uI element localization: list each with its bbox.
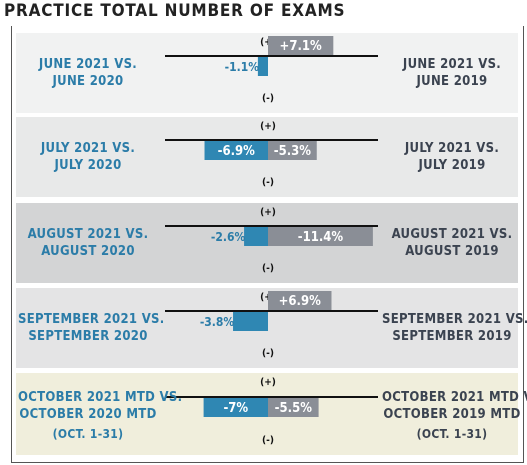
label-line: SEPTEMBER 2019 [392,329,512,344]
data-label-vs-prior-year: -1.1% [225,60,260,74]
row-label-vs-2019: SEPTEMBER 2021 VS. SEPTEMBER 2019 [382,311,527,345]
label-line: OCTOBER 2020 MTD [19,406,157,422]
data-label-vs-prior-year: -7% [223,401,248,416]
label-line: SEPTEMBER 2020 [28,329,148,344]
label-line: OCTOBER 2021 MTD VS. [18,389,183,405]
row-label-vs-prior-year: SEPTEMBER 2021 VS. SEPTEMBER 2020 [18,311,165,345]
label-line: JUNE 2021 VS. [402,57,502,72]
label-line: JULY 2020 [54,158,122,173]
chart-frame [11,26,524,463]
bar-vs-prior-year [233,311,268,331]
axis-minus-symbol: (-) [262,348,274,359]
label-line: JUNE 2020 [52,74,124,89]
label-line: SEPTEMBER 2021 VS. [18,312,165,327]
label-line: (OCT. 1-31) [52,426,124,441]
row-label-vs-2019: AUGUST 2021 VS. AUGUST 2019 [382,226,522,260]
axis-plus-symbol: (+) [260,207,276,218]
axis-minus-symbol: (-) [262,93,274,104]
bar-vs-2019 [268,397,319,417]
row-label-vs-prior-year: JUNE 2021 VS. JUNE 2020 [18,56,158,90]
axis-minus-symbol: (-) [262,435,274,446]
chart-title: PRACTICE TOTAL NUMBER OF EXAMS [4,1,346,21]
row-label-vs-prior-year: OCTOBER 2021 MTD VS. OCTOBER 2020 MTD (OCT… [18,389,183,443]
data-label-vs-2019: -5.5% [275,401,313,416]
axis-plus-symbol: (+) [260,377,276,388]
bar-vs-prior-year [203,397,268,417]
row-label-vs-2019: JULY 2021 VS. JULY 2019 [382,140,522,174]
data-label-vs-2019: +6.9% [279,294,322,309]
bar-vs-2019 [268,36,334,56]
label-line: AUGUST 2020 [41,244,135,259]
label-line: SEPTEMBER 2021 VS. [382,312,527,327]
bar-vs-prior-year [257,56,268,76]
row-label-vs-prior-year: JULY 2021 VS. JULY 2020 [18,140,158,174]
axis-minus-symbol: (-) [262,177,274,188]
bar-vs-prior-year [204,140,268,160]
bar-vs-2019 [268,291,332,311]
label-line: JUNE 2019 [416,74,488,89]
label-line: AUGUST 2021 VS. [391,227,513,242]
label-line: JULY 2021 VS. [40,141,136,156]
data-label-vs-2019: -11.4% [298,230,344,245]
label-line: OCTOBER 2019 MTD [383,406,521,422]
row-label-vs-prior-year: AUGUST 2021 VS. AUGUST 2020 [18,226,158,260]
label-line: AUGUST 2021 VS. [27,227,149,242]
data-label-vs-prior-year: -6.9% [218,144,256,159]
bar-vs-2019 [268,226,373,246]
bar-vs-prior-year [244,226,268,246]
row-label-vs-2019: JUNE 2021 VS. JUNE 2019 [382,56,522,90]
axis-plus-symbol: (+) [260,121,276,132]
data-label-vs-2019: +7.1% [280,39,323,54]
row-label-vs-2019: OCTOBER 2021 MTD VS.OCTOBER 2019 MTD (OCT… [382,389,527,443]
label-line: JUNE 2021 VS. [38,57,138,72]
data-label-vs-prior-year: -2.6% [211,230,246,244]
bar-vs-2019 [268,140,317,160]
label-line: (OCT. 1-31) [416,426,488,441]
axis-minus-symbol: (-) [262,263,274,274]
label-line: AUGUST 2019 [405,244,499,259]
label-line: OCTOBER 2021 MTD VS. [382,389,527,405]
label-line: JULY 2021 VS. [404,141,500,156]
data-label-vs-2019: -5.3% [274,144,312,159]
label-line: JULY 2019 [418,158,486,173]
data-label-vs-prior-year: -3.8% [200,315,235,329]
